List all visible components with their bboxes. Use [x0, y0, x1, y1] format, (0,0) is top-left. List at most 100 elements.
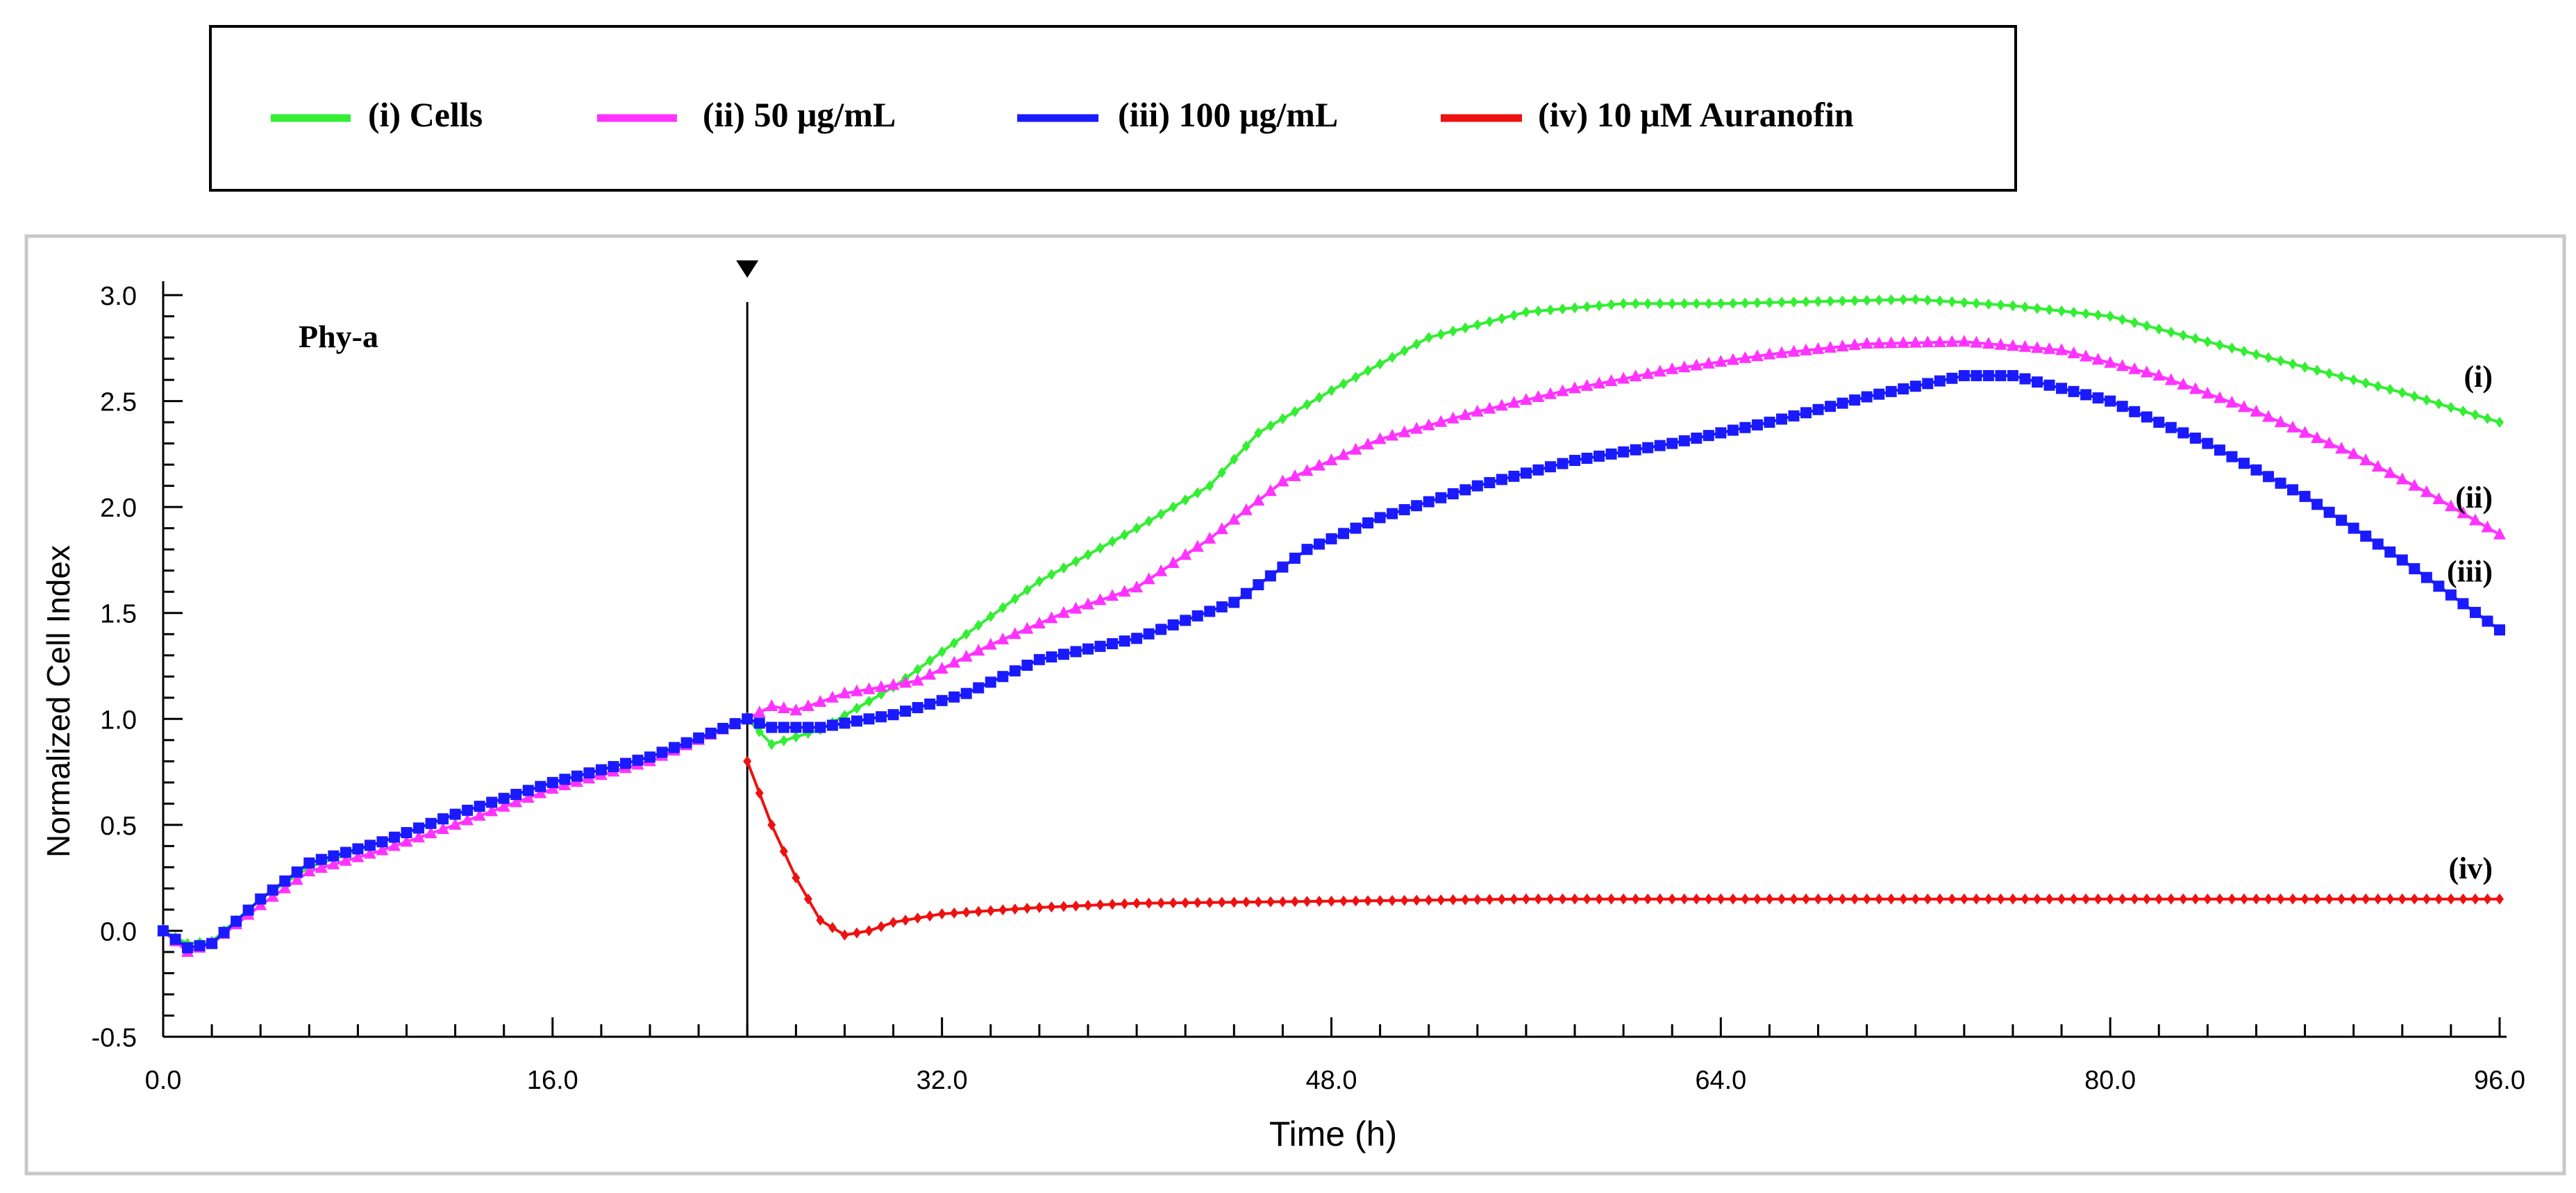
data-point-auranofin-35	[1169, 897, 1178, 909]
data-point-high-157	[2068, 385, 2080, 397]
data-point-auranofin-45	[1290, 896, 1299, 908]
data-point-low-192	[2493, 527, 2506, 540]
data-point-cells-127	[1704, 298, 1713, 310]
data-point-cells-76	[1083, 549, 1092, 560]
data-point-auranofin-141	[2459, 893, 2468, 905]
data-point-cells-134	[1789, 296, 1798, 308]
data-point-cells-152	[2008, 300, 2017, 312]
data-point-high-7	[242, 904, 254, 916]
data-point-cells-150	[1984, 298, 1993, 310]
data-point-high-117	[1581, 452, 1593, 464]
data-point-cells-144	[1911, 294, 1920, 306]
data-point-low-168	[2201, 386, 2214, 399]
data-point-low-90	[1252, 493, 1265, 506]
data-point-high-74	[1057, 649, 1069, 660]
data-point-high-11	[291, 866, 303, 878]
data-point-high-137	[1825, 401, 1837, 412]
data-point-low-24	[449, 817, 462, 830]
data-point-high-135	[1800, 407, 1812, 419]
data-point-cells-78	[1108, 535, 1117, 547]
data-point-cells-91	[1266, 420, 1275, 432]
data-point-high-90	[1253, 579, 1264, 591]
data-point-low-191	[2481, 520, 2494, 533]
data-point-auranofin-119	[2191, 893, 2200, 905]
data-point-auranofin-106	[2033, 893, 2042, 905]
data-point-auranofin-98	[1935, 893, 1944, 905]
data-point-high-75	[1070, 646, 1082, 658]
data-point-high-160	[2105, 395, 2116, 407]
data-point-high-14	[328, 850, 340, 862]
data-point-auranofin-104	[2008, 893, 2017, 905]
data-point-low-159	[2091, 353, 2105, 365]
data-point-high-102	[1398, 503, 1410, 515]
data-point-high-112	[1520, 467, 1532, 479]
data-point-cells-185	[2410, 390, 2419, 402]
data-point-low-65	[948, 656, 961, 668]
data-point-cells-191	[2483, 412, 2492, 424]
data-point-cells-151	[1996, 299, 2005, 311]
data-point-high-22	[425, 817, 437, 829]
data-point-low-119	[1605, 374, 1618, 386]
data-point-low-52	[789, 703, 803, 716]
data-point-cells-95	[1314, 392, 1323, 403]
data-point-low-163	[2140, 365, 2153, 378]
data-point-cells-186	[2422, 394, 2431, 406]
data-point-high-142	[1885, 385, 1897, 397]
data-point-cells-93	[1290, 406, 1299, 417]
data-point-auranofin-17	[950, 907, 959, 919]
data-point-high-155	[2043, 379, 2055, 391]
data-point-auranofin-10	[864, 925, 873, 937]
data-point-cells-153	[2021, 301, 2030, 313]
data-point-low-70	[1008, 627, 1021, 640]
data-point-auranofin-29	[1096, 899, 1105, 911]
data-point-cells-82	[1157, 508, 1166, 520]
data-point-high-48	[742, 713, 753, 725]
data-point-low-101	[1386, 428, 1399, 441]
data-point-low-26	[473, 808, 486, 821]
data-point-low-31	[534, 786, 547, 799]
data-point-high-128	[1715, 427, 1727, 439]
data-point-high-91	[1264, 570, 1276, 582]
data-point-auranofin-92	[1862, 893, 1871, 905]
data-point-low-102	[1398, 425, 1411, 437]
data-point-low-75	[1069, 601, 1082, 614]
data-point-auranofin-80	[1716, 893, 1725, 905]
data-point-low-121	[1629, 369, 1642, 382]
data-point-auranofin-3	[779, 846, 788, 857]
data-point-auranofin-87	[1802, 893, 1811, 905]
data-point-auranofin-130	[2325, 893, 2334, 905]
data-point-high-175	[2287, 484, 2299, 496]
data-point-low-22	[424, 826, 437, 839]
data-point-high-62	[912, 702, 923, 714]
data-point-auranofin-88	[1814, 893, 1823, 905]
data-point-high-171	[2238, 458, 2250, 469]
data-point-auranofin-1	[755, 787, 764, 799]
data-point-cells-174	[2276, 355, 2285, 367]
data-point-cells-112	[1521, 306, 1530, 318]
data-point-cells-74	[1059, 562, 1068, 574]
data-point-low-12	[303, 864, 316, 876]
data-point-auranofin-95	[1899, 893, 1908, 905]
chart-annotation: Phy-a	[299, 319, 378, 354]
data-point-cells-97	[1339, 378, 1348, 390]
data-point-high-55	[826, 719, 838, 731]
data-point-low-115	[1556, 384, 1569, 397]
data-point-high-115	[1557, 458, 1569, 469]
data-point-cells-176	[2300, 361, 2309, 373]
data-point-cells-123	[1655, 298, 1664, 310]
data-point-auranofin-102	[1984, 893, 1993, 905]
data-point-low-126	[1690, 358, 1703, 371]
data-point-cells-92	[1278, 413, 1287, 424]
data-point-cells-138	[1838, 295, 1847, 307]
data-point-high-95	[1313, 538, 1325, 550]
data-point-auranofin-110	[2082, 893, 2091, 905]
tick-labels: 0.0 16.0 32.0 48.0 64.0 80.0 96.0 -0.5 0.0 0.5 1.0…	[92, 282, 2525, 1095]
data-point-high-93	[1289, 552, 1300, 564]
data-point-auranofin-96	[1911, 893, 1920, 905]
data-point-high-143	[1898, 383, 1909, 395]
data-point-cells-87	[1217, 467, 1226, 478]
data-point-auranofin-31	[1120, 898, 1129, 910]
data-point-high-107	[1460, 484, 1471, 496]
data-point-high-70	[1009, 665, 1021, 677]
data-point-low-136	[1812, 342, 1825, 354]
